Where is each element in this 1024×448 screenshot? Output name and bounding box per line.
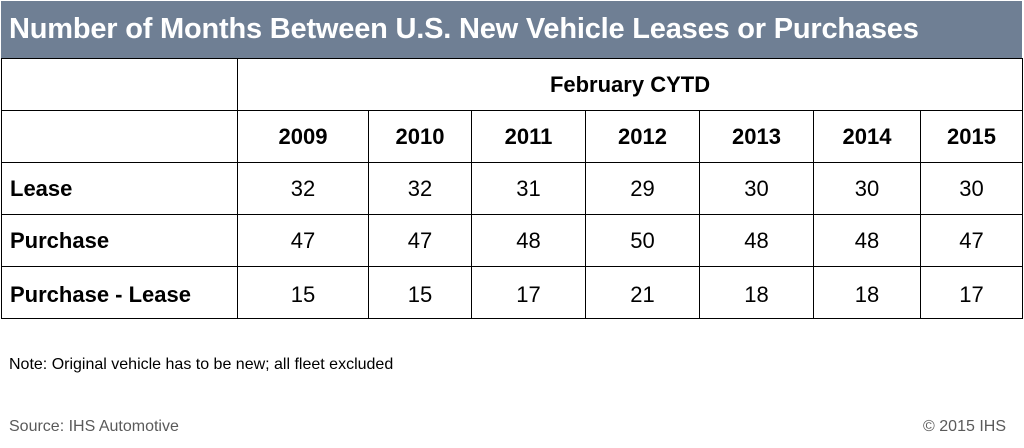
year-header-corner (1, 110, 238, 163)
table-cell: 17 (919, 266, 1024, 319)
table-cell: 29 (585, 162, 700, 215)
table-cell: 50 (585, 214, 700, 267)
table-row: Purchase 47 47 48 50 48 48 47 (1, 214, 1024, 267)
period-header: February CYTD (236, 58, 1024, 111)
table-cell: 30 (813, 162, 921, 215)
column-header: 2014 (813, 110, 921, 163)
period-header-row: February CYTD (1, 58, 1024, 111)
table-cell: 18 (699, 266, 814, 319)
table-cell: 47 (237, 214, 369, 267)
row-label: Purchase (1, 214, 238, 267)
table-cell: 30 (699, 162, 814, 215)
table-cell: 32 (368, 162, 472, 215)
table-cell: 18 (813, 266, 921, 319)
column-header: 2011 (471, 110, 586, 163)
table-cell: 48 (813, 214, 921, 267)
table-row: Lease 32 32 31 29 30 30 30 (1, 162, 1024, 215)
data-table: February CYTD 2009 2010 2011 2012 2013 2… (1, 58, 1024, 319)
corner-cell (1, 58, 238, 111)
table-cell: 31 (471, 162, 586, 215)
table-cell: 21 (585, 266, 700, 319)
table-title: Number of Months Between U.S. New Vehicl… (1, 1, 1022, 58)
column-header: 2013 (699, 110, 814, 163)
column-header: 2015 (919, 110, 1024, 163)
table-cell: 15 (368, 266, 472, 319)
column-header: 2010 (368, 110, 472, 163)
row-label: Purchase - Lease (1, 266, 238, 319)
row-label: Lease (1, 162, 238, 215)
table-cell: 48 (471, 214, 586, 267)
table-cell: 30 (919, 162, 1024, 215)
table-cell: 32 (237, 162, 369, 215)
column-header: 2009 (237, 110, 369, 163)
year-header-row: 2009 2010 2011 2012 2013 2014 2015 (1, 110, 1024, 163)
source-credit: Source: IHS Automotive (9, 418, 179, 435)
table-cell: 48 (699, 214, 814, 267)
table-row: Purchase - Lease 15 15 17 21 18 18 17 (1, 266, 1024, 319)
column-header: 2012 (585, 110, 700, 163)
table-note: Note: Original vehicle has to be new; al… (9, 356, 394, 373)
table-cell: 17 (471, 266, 586, 319)
table-cell: 47 (368, 214, 472, 267)
table-cell: 15 (237, 266, 369, 319)
table-cell: 47 (919, 214, 1024, 267)
copyright-notice: © 2015 IHS (923, 418, 1006, 435)
